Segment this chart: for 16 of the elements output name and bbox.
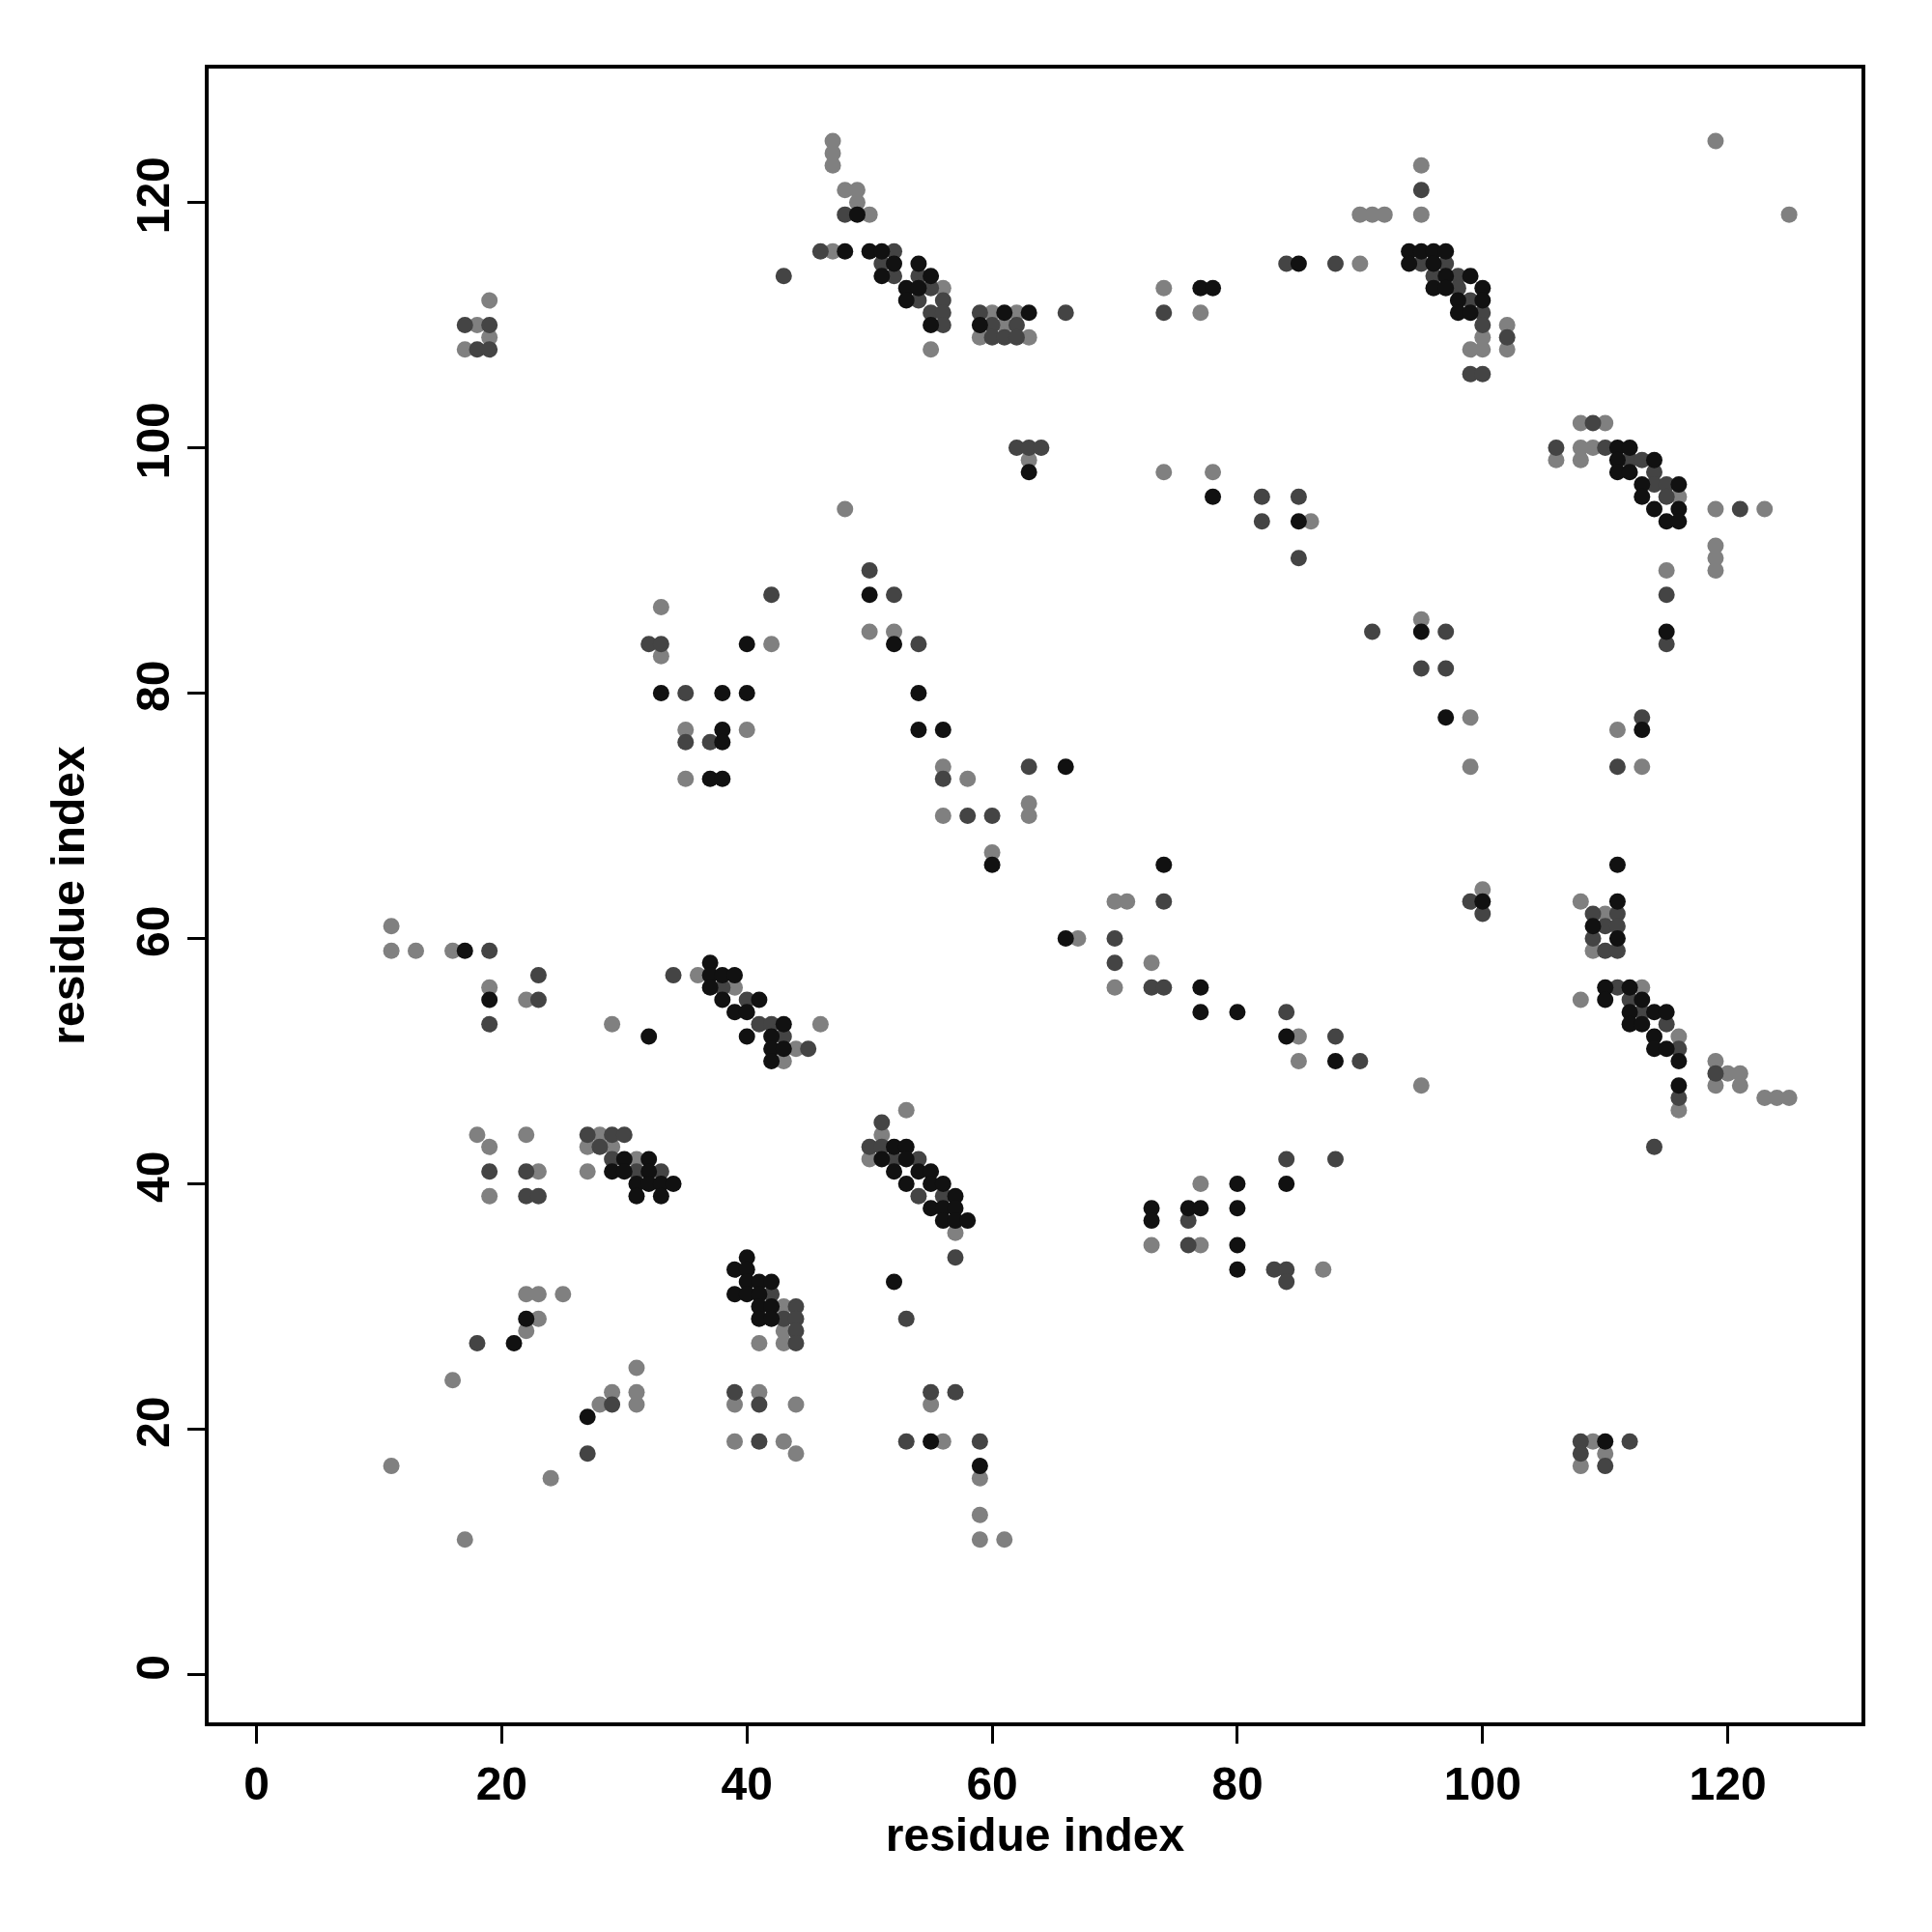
y-tick-label: 120 <box>127 156 179 235</box>
y-tick-label: 80 <box>127 660 179 712</box>
x-tick-label: 80 <box>1211 1757 1264 1809</box>
x-tick-label: 40 <box>721 1757 773 1809</box>
x-tick-label: 20 <box>475 1757 528 1809</box>
x-tick-label: 100 <box>1443 1757 1521 1809</box>
y-tick-label: 40 <box>127 1151 179 1203</box>
y-tick-label: 100 <box>127 402 179 480</box>
x-tick-label: 0 <box>243 1757 270 1809</box>
y-tick-label: 60 <box>127 905 179 957</box>
x-tick-label: 60 <box>966 1757 1018 1809</box>
x-axis-title: residue index <box>885 1808 1185 1861</box>
y-tick-label: 20 <box>127 1396 179 1448</box>
y-axis-title: residue index <box>43 745 94 1045</box>
x-tick-label: 120 <box>1689 1757 1767 1809</box>
y-tick-label: 0 <box>127 1654 179 1681</box>
